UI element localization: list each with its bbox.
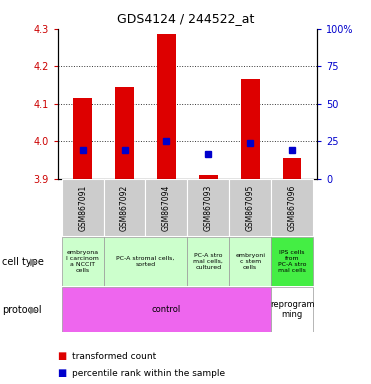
Text: percentile rank within the sample: percentile rank within the sample (72, 369, 226, 378)
Text: control: control (152, 305, 181, 314)
Bar (271, 287, 313, 332)
Bar (229, 179, 271, 236)
Text: IPS cells
from
PC-A stro
mal cells: IPS cells from PC-A stro mal cells (278, 250, 306, 273)
Text: ■: ■ (58, 368, 67, 378)
Text: GDS4124 / 244522_at: GDS4124 / 244522_at (117, 12, 254, 25)
Text: GSM867091: GSM867091 (78, 185, 87, 231)
Text: GSM867095: GSM867095 (246, 185, 255, 231)
Text: PC-A stro
mal cells,
cultured: PC-A stro mal cells, cultured (193, 253, 223, 270)
Text: ■: ■ (58, 351, 67, 361)
Text: protocol: protocol (2, 305, 42, 314)
Bar (283, 158, 302, 179)
Bar (241, 79, 260, 179)
Bar (271, 179, 313, 236)
Text: transformed count: transformed count (72, 352, 157, 361)
Bar (115, 87, 134, 179)
Bar (62, 287, 271, 332)
Text: reprogram
ming: reprogram ming (270, 300, 314, 319)
Bar (187, 237, 229, 286)
Text: GSM867092: GSM867092 (120, 185, 129, 231)
Text: PC-A stromal cells,
sorted: PC-A stromal cells, sorted (116, 256, 175, 267)
Text: GSM867096: GSM867096 (288, 185, 296, 231)
Bar (62, 179, 104, 236)
Text: GSM867094: GSM867094 (162, 185, 171, 231)
Text: embryoni
c stem
cells: embryoni c stem cells (235, 253, 265, 270)
Bar (73, 98, 92, 179)
Bar (199, 175, 218, 179)
Text: ▶: ▶ (30, 257, 37, 266)
Text: ▶: ▶ (30, 305, 37, 314)
Bar (104, 179, 145, 236)
Bar (271, 237, 313, 286)
Bar (145, 179, 187, 236)
Bar (104, 237, 187, 286)
Text: embryona
l carcinom
a NCCIT
cells: embryona l carcinom a NCCIT cells (66, 250, 99, 273)
Bar (229, 237, 271, 286)
Text: cell type: cell type (2, 257, 44, 266)
Bar (157, 35, 176, 179)
Bar (187, 179, 229, 236)
Text: GSM867093: GSM867093 (204, 185, 213, 231)
Bar (62, 237, 104, 286)
